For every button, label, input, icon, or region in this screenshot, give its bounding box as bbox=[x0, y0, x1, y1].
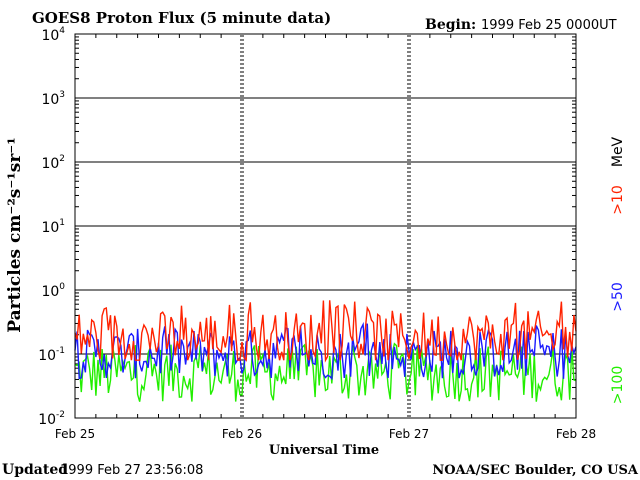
x-tick-label: Feb 27 bbox=[389, 427, 429, 441]
x-tick-label: Feb 26 bbox=[222, 427, 262, 441]
y-tick-label: 104 bbox=[41, 26, 65, 44]
chart-title: GOES8 Proton Flux (5 minute data) bbox=[32, 9, 331, 27]
legend-entry-gt50: >50 bbox=[610, 282, 626, 312]
updated-label: Updated bbox=[2, 462, 68, 478]
legend-entry-gt100: >100 bbox=[610, 366, 626, 404]
legend-entry-gt10: >10 bbox=[610, 185, 626, 215]
x-axis-label: Universal Time bbox=[269, 443, 379, 458]
x-tick-label: Feb 25 bbox=[55, 427, 95, 441]
plot-area: 10-2 10-1 100 101 102 103 104 Feb 25 Feb 26 Feb 2… bbox=[38, 26, 596, 441]
series-line-gt100 bbox=[74, 342, 577, 402]
plot-frame bbox=[74, 33, 577, 419]
y-tick-label: 10-1 bbox=[38, 346, 65, 364]
series-line-gt10 bbox=[74, 300, 577, 363]
x-tick-label: Feb 28 bbox=[556, 427, 596, 441]
begin-value: 1999 Feb 25 0000UT bbox=[481, 18, 617, 33]
y-tick-label: 10-2 bbox=[38, 410, 65, 428]
y-tick-label: 100 bbox=[41, 282, 65, 300]
y-axis-label: Particles cm⁻²s⁻¹sr⁻¹ bbox=[5, 137, 25, 332]
legend-unit: MeV bbox=[610, 136, 626, 167]
credit-text: NOAA/SEC Boulder, CO USA bbox=[432, 463, 639, 478]
legend: >10 >50 >100 MeV bbox=[610, 136, 626, 404]
updated-value: 1999 Feb 27 23:56:08 bbox=[60, 463, 203, 478]
y-tick-label: 102 bbox=[41, 154, 65, 172]
begin-label: Begin: bbox=[425, 17, 476, 33]
y-tick-label: 103 bbox=[41, 90, 65, 108]
y-tick-label: 101 bbox=[41, 218, 65, 236]
